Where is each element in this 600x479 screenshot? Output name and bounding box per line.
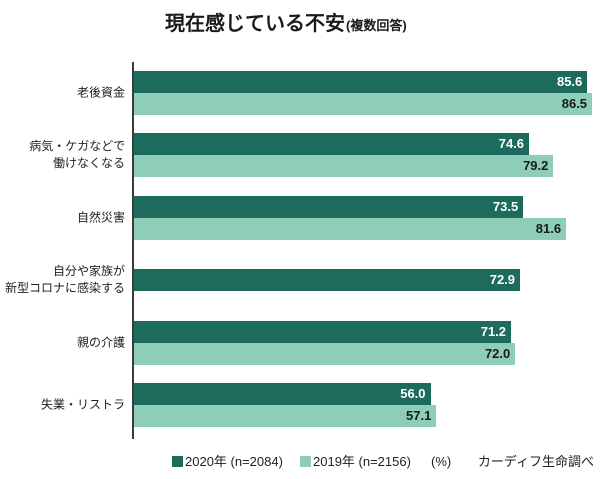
category-label-6: 失業・リストラ (40, 397, 125, 412)
bar-value-label-series-2-category-5: 72.0 (484, 345, 511, 361)
bar-series-2-category-5: 72.0 (134, 342, 516, 365)
bar-value-label-series-2-category-6: 57.1 (406, 408, 432, 423)
bar-series-1-category-3: 73.5 (134, 195, 524, 218)
bar-series-1-category-1: 85.6 (134, 71, 588, 93)
category-label-5: 親の介護 (76, 335, 125, 350)
bar-series-2-category-1: 86.5 (134, 93, 593, 115)
source-credit: カーディフ生命調べ (477, 454, 594, 469)
bar-value-label-series-1-category-2: 74.6 (498, 136, 525, 152)
bar-value-label-series-1-category-6: 56.0 (400, 386, 426, 401)
legend-swatch-series-1 (172, 456, 183, 467)
bar-series-2-category-6: 57.1 (134, 405, 437, 427)
legend-swatch-series-2 (300, 456, 311, 467)
bar-value-label-series-2-category-3: 81.6 (535, 220, 562, 236)
chart-subtitle: (複数回答) (346, 18, 407, 33)
bar-value-label-series-1-category-4: 72.9 (489, 272, 516, 288)
bar-series-1-category-2: 74.6 (134, 133, 530, 156)
chart-title-block: 現在感じている不安 (複数回答) (165, 11, 407, 39)
bar-value-label-series-1-category-3: 73.5 (492, 198, 519, 214)
bar-value-label-series-2-category-1: 86.5 (561, 96, 588, 111)
category-label-1: 老後資金 (76, 85, 125, 100)
category-axis-line (132, 62, 134, 439)
legend-label-series-2: 2019年 (n=2156) (313, 454, 411, 469)
bar-series-2-category-2: 79.2 (134, 155, 554, 178)
category-label-2: 病気・ケガなどで 働けなくなる (29, 139, 125, 171)
bar-series-1-category-6: 56.0 (134, 383, 431, 405)
chart-title: 現在感じている不安 (165, 13, 345, 35)
category-label-4: 自分や家族が 新型コロナに感染する (4, 264, 125, 296)
bar-value-label-series-1-category-1: 85.6 (556, 74, 583, 89)
category-label-3: 自然災害 (76, 210, 125, 225)
legend-label-series-1: 2020年 (n=2084) (185, 454, 283, 469)
bar-series-2-category-3: 81.6 (134, 217, 567, 240)
bar-value-label-series-1-category-5: 71.2 (480, 323, 507, 339)
bar-series-1-category-4: 72.9 (134, 269, 521, 292)
unit-label: (%) (431, 454, 452, 469)
bar-value-label-series-2-category-2: 79.2 (523, 158, 549, 174)
bar-series-1-category-5: 71.2 (134, 320, 512, 343)
